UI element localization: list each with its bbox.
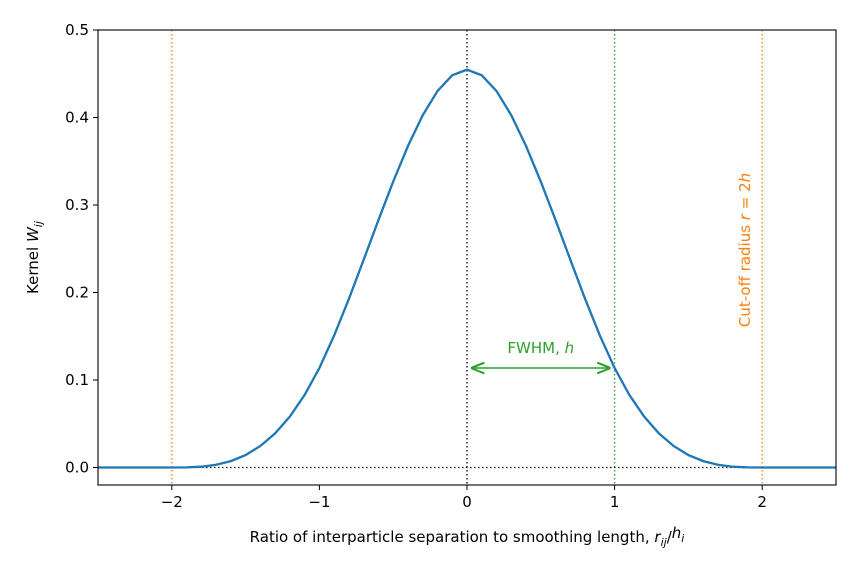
cutoff-label-part: Cut-off radius [736, 220, 754, 327]
x-axis-label-part: ij [661, 536, 668, 549]
y-tick-label: 0.1 [65, 371, 89, 389]
y-tick-label: 0.2 [65, 284, 89, 302]
x-tick-label: −2 [161, 493, 183, 511]
x-tick-label: −1 [308, 493, 330, 511]
x-axis-label-part: / [667, 528, 673, 546]
y-axis-label: Kernel Wij [24, 220, 45, 294]
x-axis-label: Ratio of interparticle separation to smo… [250, 524, 685, 549]
cutoff-label: Cut-off radius r = 2h [736, 173, 754, 327]
x-tick-label: 0 [462, 493, 472, 511]
x-axis-label-part: i [681, 532, 684, 545]
y-tick-label: 0.4 [65, 109, 89, 127]
y-axis-label-part: ij [32, 220, 45, 227]
x-tick-label: 1 [610, 493, 620, 511]
fwhm-label-part: FWHM, [507, 339, 564, 357]
x-axis-label-part: h [672, 524, 682, 542]
x-axis-label-part: Ratio of interparticle separation to smo… [250, 528, 655, 546]
data-line [98, 68, 836, 469]
cutoff-label-part: h [736, 173, 754, 183]
x-axis-label-part: r [654, 528, 661, 546]
fwhm-label: FWHM, h [507, 339, 574, 357]
x-tick-label: 2 [757, 493, 767, 511]
cutoff-label-part: r [736, 213, 754, 220]
y-axis-label-part: Kernel [24, 242, 42, 294]
cutoff-label-part: = 2 [736, 182, 754, 214]
fwhm-label-part: h [565, 339, 575, 357]
y-tick-label: 0.5 [65, 21, 89, 39]
y-tick-label: 0.0 [65, 459, 89, 477]
y-tick-label: 0.3 [65, 196, 89, 214]
y-axis-label-part: W [24, 226, 42, 242]
